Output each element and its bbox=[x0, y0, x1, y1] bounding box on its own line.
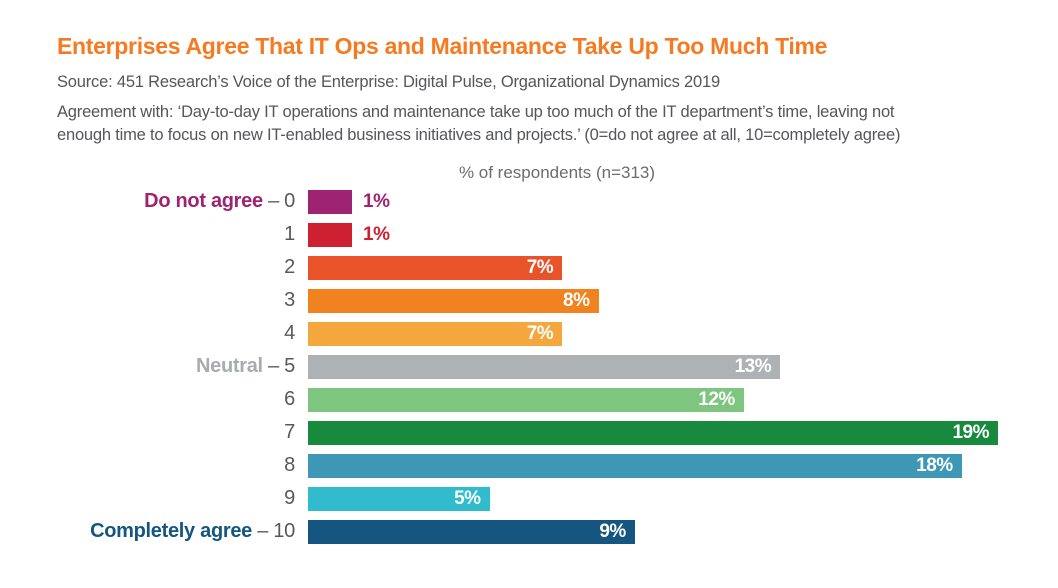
bar: 7% bbox=[308, 255, 563, 280]
bar-track: 1% bbox=[308, 189, 1008, 214]
source-line: Source: 451 Research’s Voice of the Ente… bbox=[57, 73, 720, 91]
category-number: 6 bbox=[284, 388, 295, 411]
bar-value-inside: 13% bbox=[734, 355, 772, 377]
bar-value-inside: 7% bbox=[526, 322, 554, 344]
bar-value-inside: 19% bbox=[952, 421, 989, 443]
category-label: 4 bbox=[57, 322, 308, 345]
chart-row: Completely agree – 10 9% bbox=[57, 519, 1058, 544]
bar-track: 7% bbox=[308, 255, 1008, 280]
chart-row: 4 7% bbox=[57, 321, 1058, 346]
bar: 5% bbox=[308, 486, 490, 511]
category-label: 9 bbox=[57, 487, 308, 510]
category-label: 6 bbox=[57, 388, 308, 411]
chart-row: Do not agree – 0 1% bbox=[57, 189, 1058, 214]
category-number: 9 bbox=[284, 487, 295, 510]
category-label: 1 bbox=[57, 223, 308, 246]
category-label: Do not agree – 0 bbox=[57, 190, 308, 213]
bar: 19% bbox=[308, 420, 998, 445]
bar: 13% bbox=[308, 354, 781, 379]
category-dash: – bbox=[257, 520, 274, 543]
bar-track: 13% bbox=[308, 354, 1008, 379]
category-number: 2 bbox=[284, 256, 295, 279]
chart-row: 3 8% bbox=[57, 288, 1058, 313]
bar-track: 7% bbox=[308, 321, 1008, 346]
bar: 18% bbox=[308, 453, 962, 478]
category-label: Completely agree – 10 bbox=[57, 520, 308, 543]
chart-row: 8 18% bbox=[57, 453, 1058, 478]
bar-value-outside: 1% bbox=[363, 223, 390, 245]
description-line-1: Agreement with: ‘Day-to-day IT operation… bbox=[57, 103, 895, 121]
bar-track: 9% bbox=[308, 519, 1008, 544]
bar: 12% bbox=[308, 387, 744, 412]
bar-value-inside: 5% bbox=[454, 487, 481, 509]
description-line-2: enough time to focus on new IT-enabled b… bbox=[57, 126, 901, 145]
bar-value-inside: 9% bbox=[599, 520, 626, 542]
category-number: 0 bbox=[284, 190, 295, 213]
chart-row: 2 7% bbox=[57, 255, 1058, 280]
bar: 7% bbox=[308, 321, 563, 346]
report-page: Enterprises Agree That IT Ops and Mainte… bbox=[57, 33, 1058, 544]
chart-row: 6 12% bbox=[57, 387, 1058, 412]
chart-row: 1 1% bbox=[57, 222, 1058, 247]
bar-track: 8% bbox=[308, 288, 1008, 313]
bar-value-inside: 18% bbox=[916, 454, 953, 476]
bar-track: 18% bbox=[308, 453, 1008, 478]
bar-chart: Do not agree – 0 1% 1 1% 2 7% 3 bbox=[57, 189, 1058, 544]
bar-track: 12% bbox=[308, 387, 1008, 412]
bar-track: 19% bbox=[308, 420, 1008, 445]
bar-value-outside: 1% bbox=[363, 190, 390, 212]
category-number: 4 bbox=[284, 322, 295, 345]
category-label: 8 bbox=[57, 454, 308, 477]
category-number: 8 bbox=[284, 454, 295, 477]
category-label: 7 bbox=[57, 421, 308, 444]
chart-row: 7 19% bbox=[57, 420, 1058, 445]
bar bbox=[308, 189, 352, 214]
category-number: 5 bbox=[284, 355, 295, 378]
category-prefix: Do not agree bbox=[144, 190, 269, 213]
category-number: 7 bbox=[284, 421, 295, 444]
bar-track: 1% bbox=[308, 222, 1008, 247]
category-label: Neutral – 5 bbox=[57, 355, 308, 378]
bar: 8% bbox=[308, 288, 599, 313]
category-number: 3 bbox=[284, 289, 295, 312]
category-label: 3 bbox=[57, 289, 308, 312]
bar: 9% bbox=[308, 519, 635, 544]
category-label: 2 bbox=[57, 256, 308, 279]
category-dash: – bbox=[268, 355, 285, 378]
chart-row: 9 5% bbox=[57, 486, 1058, 511]
bar-value-inside: 12% bbox=[698, 388, 735, 410]
bar-value-inside: 7% bbox=[526, 256, 554, 278]
bar bbox=[308, 222, 352, 247]
chart-row: Neutral – 5 13% bbox=[57, 354, 1058, 379]
category-number: 10 bbox=[273, 520, 295, 543]
category-prefix: Neutral bbox=[196, 355, 269, 378]
category-number: 1 bbox=[284, 223, 295, 246]
bar-value-inside: 8% bbox=[563, 289, 590, 311]
bar-track: 5% bbox=[308, 486, 1008, 511]
page-title: Enterprises Agree That IT Ops and Mainte… bbox=[57, 33, 828, 59]
category-dash: – bbox=[268, 190, 285, 213]
axis-title: % of respondents (n=313) bbox=[458, 162, 656, 182]
category-prefix: Completely agree bbox=[90, 520, 258, 543]
